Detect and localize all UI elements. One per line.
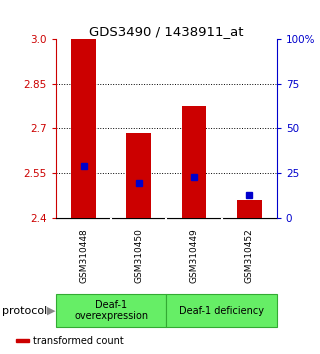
Text: Deaf-1
overexpression: Deaf-1 overexpression [74, 300, 148, 321]
Text: GSM310450: GSM310450 [134, 228, 143, 283]
Bar [71, 39, 96, 218]
Text: transformed count: transformed count [33, 336, 124, 346]
Text: GSM310449: GSM310449 [189, 228, 198, 283]
Bar [166, 294, 277, 327]
Bar [56, 294, 166, 327]
Text: Deaf-1 deficiency: Deaf-1 deficiency [179, 306, 264, 316]
Bar [126, 133, 151, 218]
Text: ▶: ▶ [47, 306, 56, 316]
Bar [237, 200, 262, 218]
Bar [16, 339, 29, 342]
Text: GSM310452: GSM310452 [245, 228, 254, 283]
Title: GDS3490 / 1438911_at: GDS3490 / 1438911_at [89, 25, 244, 38]
Text: protocol: protocol [2, 306, 47, 316]
Text: GSM310448: GSM310448 [79, 228, 88, 283]
Bar [181, 106, 206, 218]
